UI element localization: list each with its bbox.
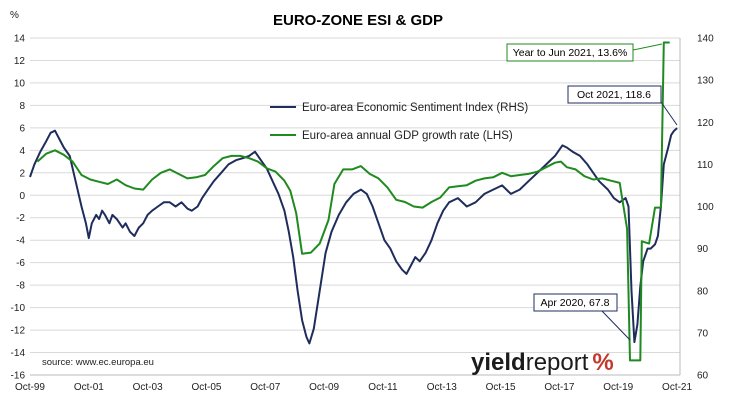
x-tick-label: Oct-09 bbox=[309, 382, 339, 393]
right-tick-label: 120 bbox=[697, 118, 714, 129]
left-tick-label: -6 bbox=[16, 258, 25, 269]
brand-logo-word1: yield bbox=[471, 349, 526, 376]
left-tick-label: -2 bbox=[16, 213, 25, 224]
brand-logo-word2: report bbox=[526, 349, 589, 376]
left-tick-label: -16 bbox=[11, 371, 26, 382]
callout-esi-low-box bbox=[533, 293, 618, 312]
left-tick-label: 8 bbox=[19, 101, 25, 112]
right-tick-label: 60 bbox=[697, 371, 709, 382]
x-tick-label: Oct-01 bbox=[74, 382, 104, 393]
callout-esi-low: Apr 2020, 67.8 bbox=[533, 293, 631, 341]
x-tick-label: Oct-19 bbox=[603, 382, 633, 393]
left-tick-label: 4 bbox=[19, 146, 25, 157]
left-axis-unit: % bbox=[10, 10, 19, 21]
x-tick-label: Oct-11 bbox=[368, 382, 398, 393]
left-tick-label: -12 bbox=[11, 326, 26, 337]
left-tick-label: 6 bbox=[19, 123, 25, 134]
left-tick-label: 10 bbox=[14, 78, 26, 89]
left-tick-label: -10 bbox=[11, 303, 26, 314]
left-tick-label: -14 bbox=[11, 348, 26, 359]
callout-esi-latest-leader bbox=[660, 101, 678, 126]
right-tick-label: 110 bbox=[697, 160, 713, 171]
chart-title: EURO-ZONE ESI & GDP bbox=[273, 12, 443, 29]
right-tick-label: 100 bbox=[697, 202, 714, 213]
x-axis: Oct-99 Oct-01 Oct-03 Oct-05 Oct-07 Oct-09 Oct-… bbox=[15, 374, 692, 393]
right-axis: 140 130 120 110 100 90 80 70 60 bbox=[679, 34, 714, 382]
callout-gdp-peak: Year to Jun 2021, 13.6% bbox=[506, 43, 663, 62]
right-tick-label: 130 bbox=[697, 76, 714, 87]
callout-gdp-peak-leader bbox=[632, 43, 663, 51]
right-tick-label: 140 bbox=[697, 34, 714, 45]
left-tick-label: -8 bbox=[16, 281, 25, 292]
left-tick-label: -4 bbox=[16, 236, 25, 247]
x-tick-label: Oct-05 bbox=[191, 382, 221, 393]
callout-esi-low-leader bbox=[601, 310, 631, 341]
x-tick-label: Oct-21 bbox=[662, 382, 692, 393]
left-axis: 14 12 10 8 6 4 2 0 -2 -4 -6 -8 -10 -12 -14 -16 bbox=[11, 34, 26, 382]
legend-label-esi: Euro-area Economic Sentiment Index (RHS) bbox=[302, 102, 528, 114]
legend: Euro-area Economic Sentiment Index (RHS)… bbox=[270, 102, 528, 142]
series-line-esi bbox=[29, 127, 678, 345]
left-tick-label: 14 bbox=[14, 34, 26, 45]
x-tick-label: Oct-17 bbox=[544, 382, 574, 393]
left-tick-label: 0 bbox=[19, 191, 25, 202]
series-layer bbox=[29, 41, 678, 362]
callout-esi-latest-box bbox=[567, 85, 662, 104]
series-line-gdp bbox=[36, 41, 670, 362]
left-tick-label: 2 bbox=[19, 168, 25, 179]
x-tick-label: Oct-15 bbox=[486, 382, 516, 393]
x-tick-label: Oct-99 bbox=[15, 382, 45, 393]
x-tick-label: Oct-13 bbox=[427, 382, 457, 393]
left-tick-label: 12 bbox=[14, 56, 26, 67]
legend-label-gdp: Euro-area annual GDP growth rate (LHS) bbox=[302, 130, 513, 142]
source-note: source: www.ec.europa.eu bbox=[42, 357, 154, 368]
brand-logo-symbol: % bbox=[592, 349, 613, 376]
x-tick-label: Oct-07 bbox=[250, 382, 280, 393]
brand-logo: yieldreport% bbox=[471, 349, 614, 376]
x-tick-label: Oct-03 bbox=[133, 382, 163, 393]
right-tick-label: 80 bbox=[697, 286, 709, 297]
right-tick-label: 90 bbox=[697, 244, 709, 255]
right-tick-label: 70 bbox=[697, 328, 709, 339]
callout-gdp-peak-text: Year to Jun 2021, 13.6% bbox=[513, 47, 628, 59]
callout-gdp-peak-box bbox=[506, 43, 634, 62]
callout-esi-latest: Oct 2021, 118.6 bbox=[567, 85, 678, 126]
callout-esi-latest-text: Oct 2021, 118.6 bbox=[577, 89, 651, 101]
callout-esi-low-text: Apr 2020, 67.8 bbox=[541, 297, 610, 309]
